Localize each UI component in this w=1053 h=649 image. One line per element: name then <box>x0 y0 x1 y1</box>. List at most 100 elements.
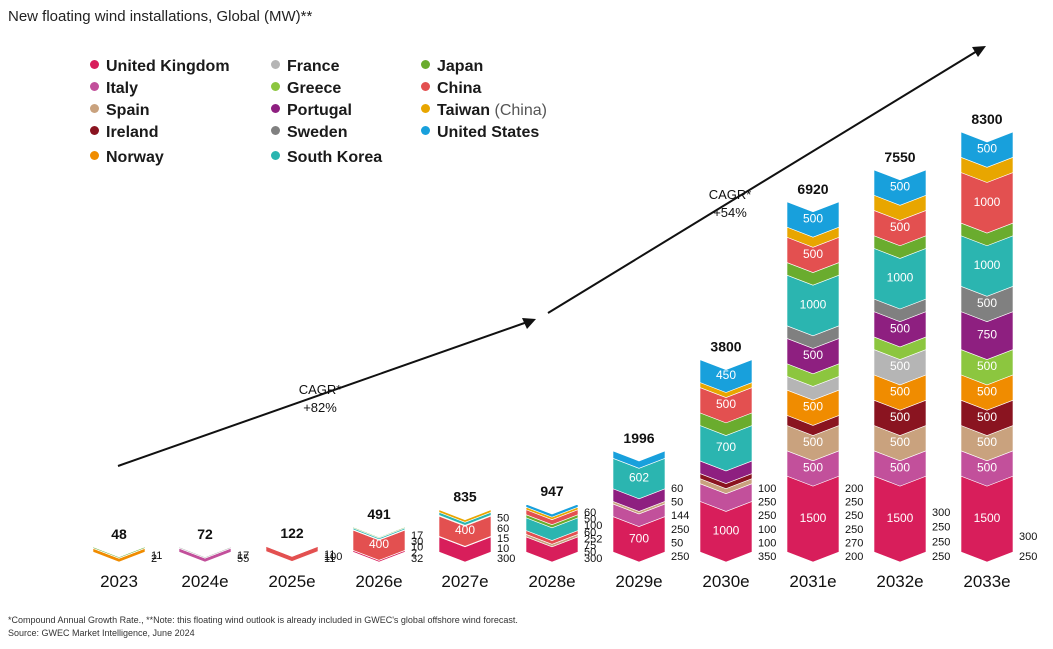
bar-segment <box>92 546 146 559</box>
segment-value-label: 500 <box>977 385 997 399</box>
chart-title: New floating wind installations, Global … <box>8 8 313 25</box>
segment-value-label: 500 <box>803 348 823 362</box>
legend-item-ireland: Ireland <box>90 124 158 142</box>
side-value-label: 100 <box>584 520 602 532</box>
category-label: 2031e <box>789 572 836 591</box>
bar-segment <box>873 169 927 206</box>
side-value-label: 10 <box>411 542 423 554</box>
side-value-label: 100 <box>758 537 776 549</box>
legend-item-south-korea: South Korea <box>271 149 382 167</box>
segment-value-label: 1500 <box>887 511 914 525</box>
total-label: 835 <box>453 489 477 505</box>
side-value-label: 250 <box>758 510 776 522</box>
legend-item-sweden: Sweden <box>271 124 347 142</box>
segment-value-label: 500 <box>977 142 997 156</box>
side-value-label: 55 <box>237 553 249 565</box>
segment-value-label: 602 <box>629 471 649 485</box>
trend-arrows <box>117 46 986 467</box>
segment-value-label: 1000 <box>887 271 914 285</box>
bar-segment <box>960 131 1014 168</box>
bar-segment <box>265 545 319 557</box>
category-label: 2027e <box>441 572 488 591</box>
legend-dot <box>421 104 430 113</box>
side-value-label: 250 <box>671 524 689 536</box>
legend-item-spain: Spain <box>90 102 150 120</box>
side-value-label: 75 <box>584 540 596 552</box>
legend-dot <box>90 60 99 69</box>
side-value-label: 50 <box>584 514 596 526</box>
side-value-label: 250 <box>845 510 863 522</box>
segment-value-label: 500 <box>977 359 997 373</box>
segment-value-label: 1500 <box>974 511 1001 525</box>
segment-value-label: 1000 <box>974 195 1001 209</box>
trend-arrow-line-1 <box>117 319 534 467</box>
arrow-head-2 <box>972 46 986 57</box>
segment-value-label: 700 <box>716 440 736 454</box>
side-value-label: 100 <box>758 483 776 495</box>
side-value-label: 100 <box>758 524 776 536</box>
segment-value-label: 750 <box>977 328 997 342</box>
bars-group: 2023481122024e7217552025e12211100112026e… <box>92 111 1037 591</box>
segment-value-label: 1500 <box>800 511 827 525</box>
category-label: 2029e <box>615 572 662 591</box>
legend-item-italy: Italy <box>90 80 138 98</box>
legend-item-united-states: United States <box>421 124 539 142</box>
category-label: 2024e <box>181 572 228 591</box>
trend-arrow-line-2 <box>547 47 983 314</box>
side-value-label: 11 <box>324 553 335 565</box>
total-label: 947 <box>540 483 564 499</box>
side-value-label: 15 <box>497 533 509 545</box>
segment-value-label: 450 <box>716 368 736 382</box>
legend-dot <box>90 104 99 113</box>
segment-value-label: 500 <box>803 435 823 449</box>
bar-segment <box>786 201 840 238</box>
total-label: 8300 <box>971 111 1002 127</box>
category-label: 2028e <box>528 572 575 591</box>
segment-value-label: 500 <box>890 410 910 424</box>
side-value-label: 60 <box>584 507 596 519</box>
arrow-head-1 <box>522 318 536 329</box>
segment-value-label: 700 <box>629 531 649 545</box>
total-label: 1996 <box>623 430 654 446</box>
segment-value-label: 500 <box>890 321 910 335</box>
legend-dot <box>271 151 280 160</box>
side-value-label: 300 <box>932 507 950 519</box>
segment-value-label: 500 <box>890 359 910 373</box>
side-value-label: 50 <box>497 513 509 525</box>
side-value-label: 11 <box>151 550 162 562</box>
side-value-label: 60 <box>584 527 596 539</box>
side-value-label: 144 <box>671 510 689 522</box>
total-label: 3800 <box>710 339 741 355</box>
segment-value-label: 500 <box>977 435 997 449</box>
side-value-label: 300 <box>584 553 602 565</box>
side-value-label: 300 <box>1019 531 1037 543</box>
segment-value-label: 500 <box>890 220 910 234</box>
side-value-label: 200 <box>845 483 863 495</box>
segment-value-label: 500 <box>890 460 910 474</box>
legend-dot <box>421 126 430 135</box>
total-label: 6920 <box>797 181 828 197</box>
legend-dot <box>271 126 280 135</box>
side-value-label: 100 <box>324 551 342 563</box>
side-value-label: 200 <box>845 551 863 563</box>
side-value-label: 2 <box>151 553 157 565</box>
side-value-label: 270 <box>845 537 863 549</box>
category-label: 2025e <box>268 572 315 591</box>
segment-value-label: 500 <box>803 400 823 414</box>
side-value-label: 250 <box>671 551 689 563</box>
bar-segment <box>612 450 666 469</box>
side-value-label: 300 <box>497 553 515 565</box>
legend-dot <box>421 60 430 69</box>
segment-value-label: 500 <box>890 385 910 399</box>
segment-value-label: 500 <box>890 180 910 194</box>
legend-dot <box>421 82 430 91</box>
legend-item-china: China <box>421 80 481 98</box>
segment-value-label: 1000 <box>800 298 827 312</box>
category-label: 2026e <box>355 572 402 591</box>
side-value-label: 250 <box>758 497 776 509</box>
side-value-label: 350 <box>758 551 776 563</box>
segment-value-label: 400 <box>455 523 475 537</box>
legend-item-japan: Japan <box>421 58 483 76</box>
side-value-label: 60 <box>671 483 683 495</box>
